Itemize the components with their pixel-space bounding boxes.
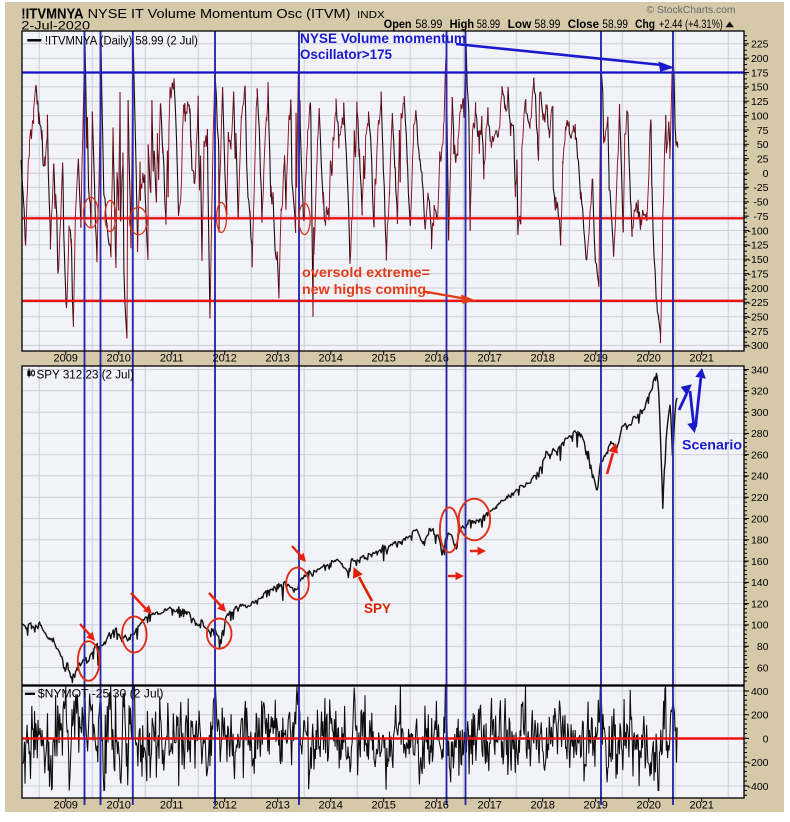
svg-text:-275: -275 — [747, 326, 768, 338]
svg-text:-400: -400 — [747, 781, 768, 793]
svg-text:80: 80 — [757, 641, 769, 653]
svg-text:!ITVMNYA (Daily) 58.99 (2 Jul): !ITVMNYA (Daily) 58.99 (2 Jul) — [45, 35, 198, 47]
svg-text:-75: -75 — [753, 211, 768, 223]
svg-text:-100: -100 — [747, 225, 768, 237]
svg-text:-250: -250 — [747, 312, 768, 324]
svg-text:300: 300 — [751, 407, 769, 419]
svg-text:2-Jul-2020: 2-Jul-2020 — [21, 19, 90, 33]
svg-text:260: 260 — [751, 449, 769, 461]
svg-text:-50: -50 — [753, 197, 768, 209]
svg-text:new highs coming.: new highs coming. — [302, 282, 430, 297]
svg-text:-200: -200 — [747, 757, 768, 769]
svg-text:200: 200 — [751, 53, 769, 65]
svg-text:2018: 2018 — [530, 800, 554, 812]
svg-text:!ITVMNYA: !ITVMNYA — [21, 6, 84, 22]
svg-text:2020: 2020 — [636, 352, 660, 364]
svg-text:60: 60 — [757, 662, 769, 674]
svg-text:2010: 2010 — [106, 352, 130, 364]
svg-text:NYSE IT Volume Momentum Osc (I: NYSE IT Volume Momentum Osc (ITVM) — [88, 6, 351, 21]
svg-text:220: 220 — [751, 492, 769, 504]
svg-text:2010: 2010 — [106, 800, 130, 812]
svg-text:2013: 2013 — [265, 352, 289, 364]
svg-text:2021: 2021 — [689, 800, 713, 812]
svg-text:75: 75 — [757, 125, 769, 137]
svg-text:200: 200 — [751, 513, 769, 525]
svg-text:140: 140 — [751, 577, 769, 589]
svg-text:Scenario: Scenario — [682, 437, 742, 453]
svg-text:Oscillator>175: Oscillator>175 — [300, 47, 392, 62]
svg-text:2014: 2014 — [318, 800, 342, 812]
svg-text:120: 120 — [751, 598, 769, 610]
svg-text:240: 240 — [751, 471, 769, 483]
svg-text:125: 125 — [751, 96, 769, 108]
svg-text:2020: 2020 — [636, 800, 660, 812]
svg-text:oversold extreme=: oversold extreme= — [302, 265, 430, 280]
svg-text:2017: 2017 — [477, 800, 501, 812]
svg-text:2015: 2015 — [371, 352, 395, 364]
svg-text:SPY: SPY — [364, 601, 391, 616]
svg-text:2016: 2016 — [424, 352, 448, 364]
svg-text:25: 25 — [757, 154, 769, 166]
svg-text:2014: 2014 — [318, 352, 342, 364]
svg-text:2013: 2013 — [265, 800, 289, 812]
svg-text:2012: 2012 — [212, 800, 236, 812]
svg-text:320: 320 — [751, 386, 769, 398]
svg-text:-25: -25 — [753, 182, 768, 194]
svg-text:2016: 2016 — [424, 800, 448, 812]
svg-text:© StockCharts.com: © StockCharts.com — [647, 4, 736, 16]
svg-text:2019: 2019 — [583, 352, 607, 364]
svg-text:2009: 2009 — [53, 800, 77, 812]
svg-text:2018: 2018 — [530, 352, 554, 364]
svg-text:2019: 2019 — [583, 800, 607, 812]
svg-text:160: 160 — [751, 556, 769, 568]
svg-text:280: 280 — [751, 428, 769, 440]
svg-text:-175: -175 — [747, 268, 768, 280]
svg-text:100: 100 — [751, 620, 769, 632]
svg-text:175: 175 — [751, 67, 769, 79]
svg-text:2011: 2011 — [160, 800, 184, 812]
svg-text:200: 200 — [751, 710, 769, 722]
svg-text:-225: -225 — [747, 297, 768, 309]
svg-text:2011: 2011 — [160, 352, 184, 364]
svg-text:100: 100 — [751, 110, 769, 122]
svg-text:-300: -300 — [747, 340, 768, 352]
svg-text:340: 340 — [751, 364, 769, 376]
svg-text:2015: 2015 — [371, 800, 395, 812]
svg-text:NYSE Volume momentum: NYSE Volume momentum — [300, 31, 466, 46]
svg-text:INDX: INDX — [357, 9, 385, 21]
svg-text:2021: 2021 — [689, 352, 713, 364]
svg-text:SPY 312.23 (2 Jul): SPY 312.23 (2 Jul) — [37, 369, 135, 381]
svg-text:2012: 2012 — [212, 352, 236, 364]
svg-text:0: 0 — [763, 168, 769, 180]
svg-text:180: 180 — [751, 535, 769, 547]
svg-text:225: 225 — [751, 39, 769, 51]
svg-text:400: 400 — [751, 686, 769, 698]
svg-text:$NYMOT -25.30 (2 Jul): $NYMOT -25.30 (2 Jul) — [38, 688, 164, 700]
svg-text:150: 150 — [751, 82, 769, 94]
svg-text:0: 0 — [763, 733, 769, 745]
svg-text:50: 50 — [757, 139, 769, 151]
svg-text:-150: -150 — [747, 254, 768, 266]
svg-text:2009: 2009 — [53, 352, 77, 364]
svg-text:2017: 2017 — [477, 352, 501, 364]
svg-text:-200: -200 — [747, 283, 768, 295]
svg-text:-125: -125 — [747, 240, 768, 252]
